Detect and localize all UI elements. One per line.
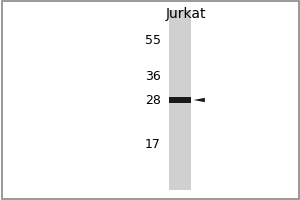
Text: 17: 17 <box>145 138 160 150</box>
Bar <box>169 10 190 190</box>
Polygon shape <box>194 98 205 102</box>
Text: 36: 36 <box>145 70 161 82</box>
Text: 55: 55 <box>145 33 160 46</box>
Text: Jurkat: Jurkat <box>166 7 206 21</box>
Bar <box>169 97 190 103</box>
Text: 28: 28 <box>145 94 160 106</box>
